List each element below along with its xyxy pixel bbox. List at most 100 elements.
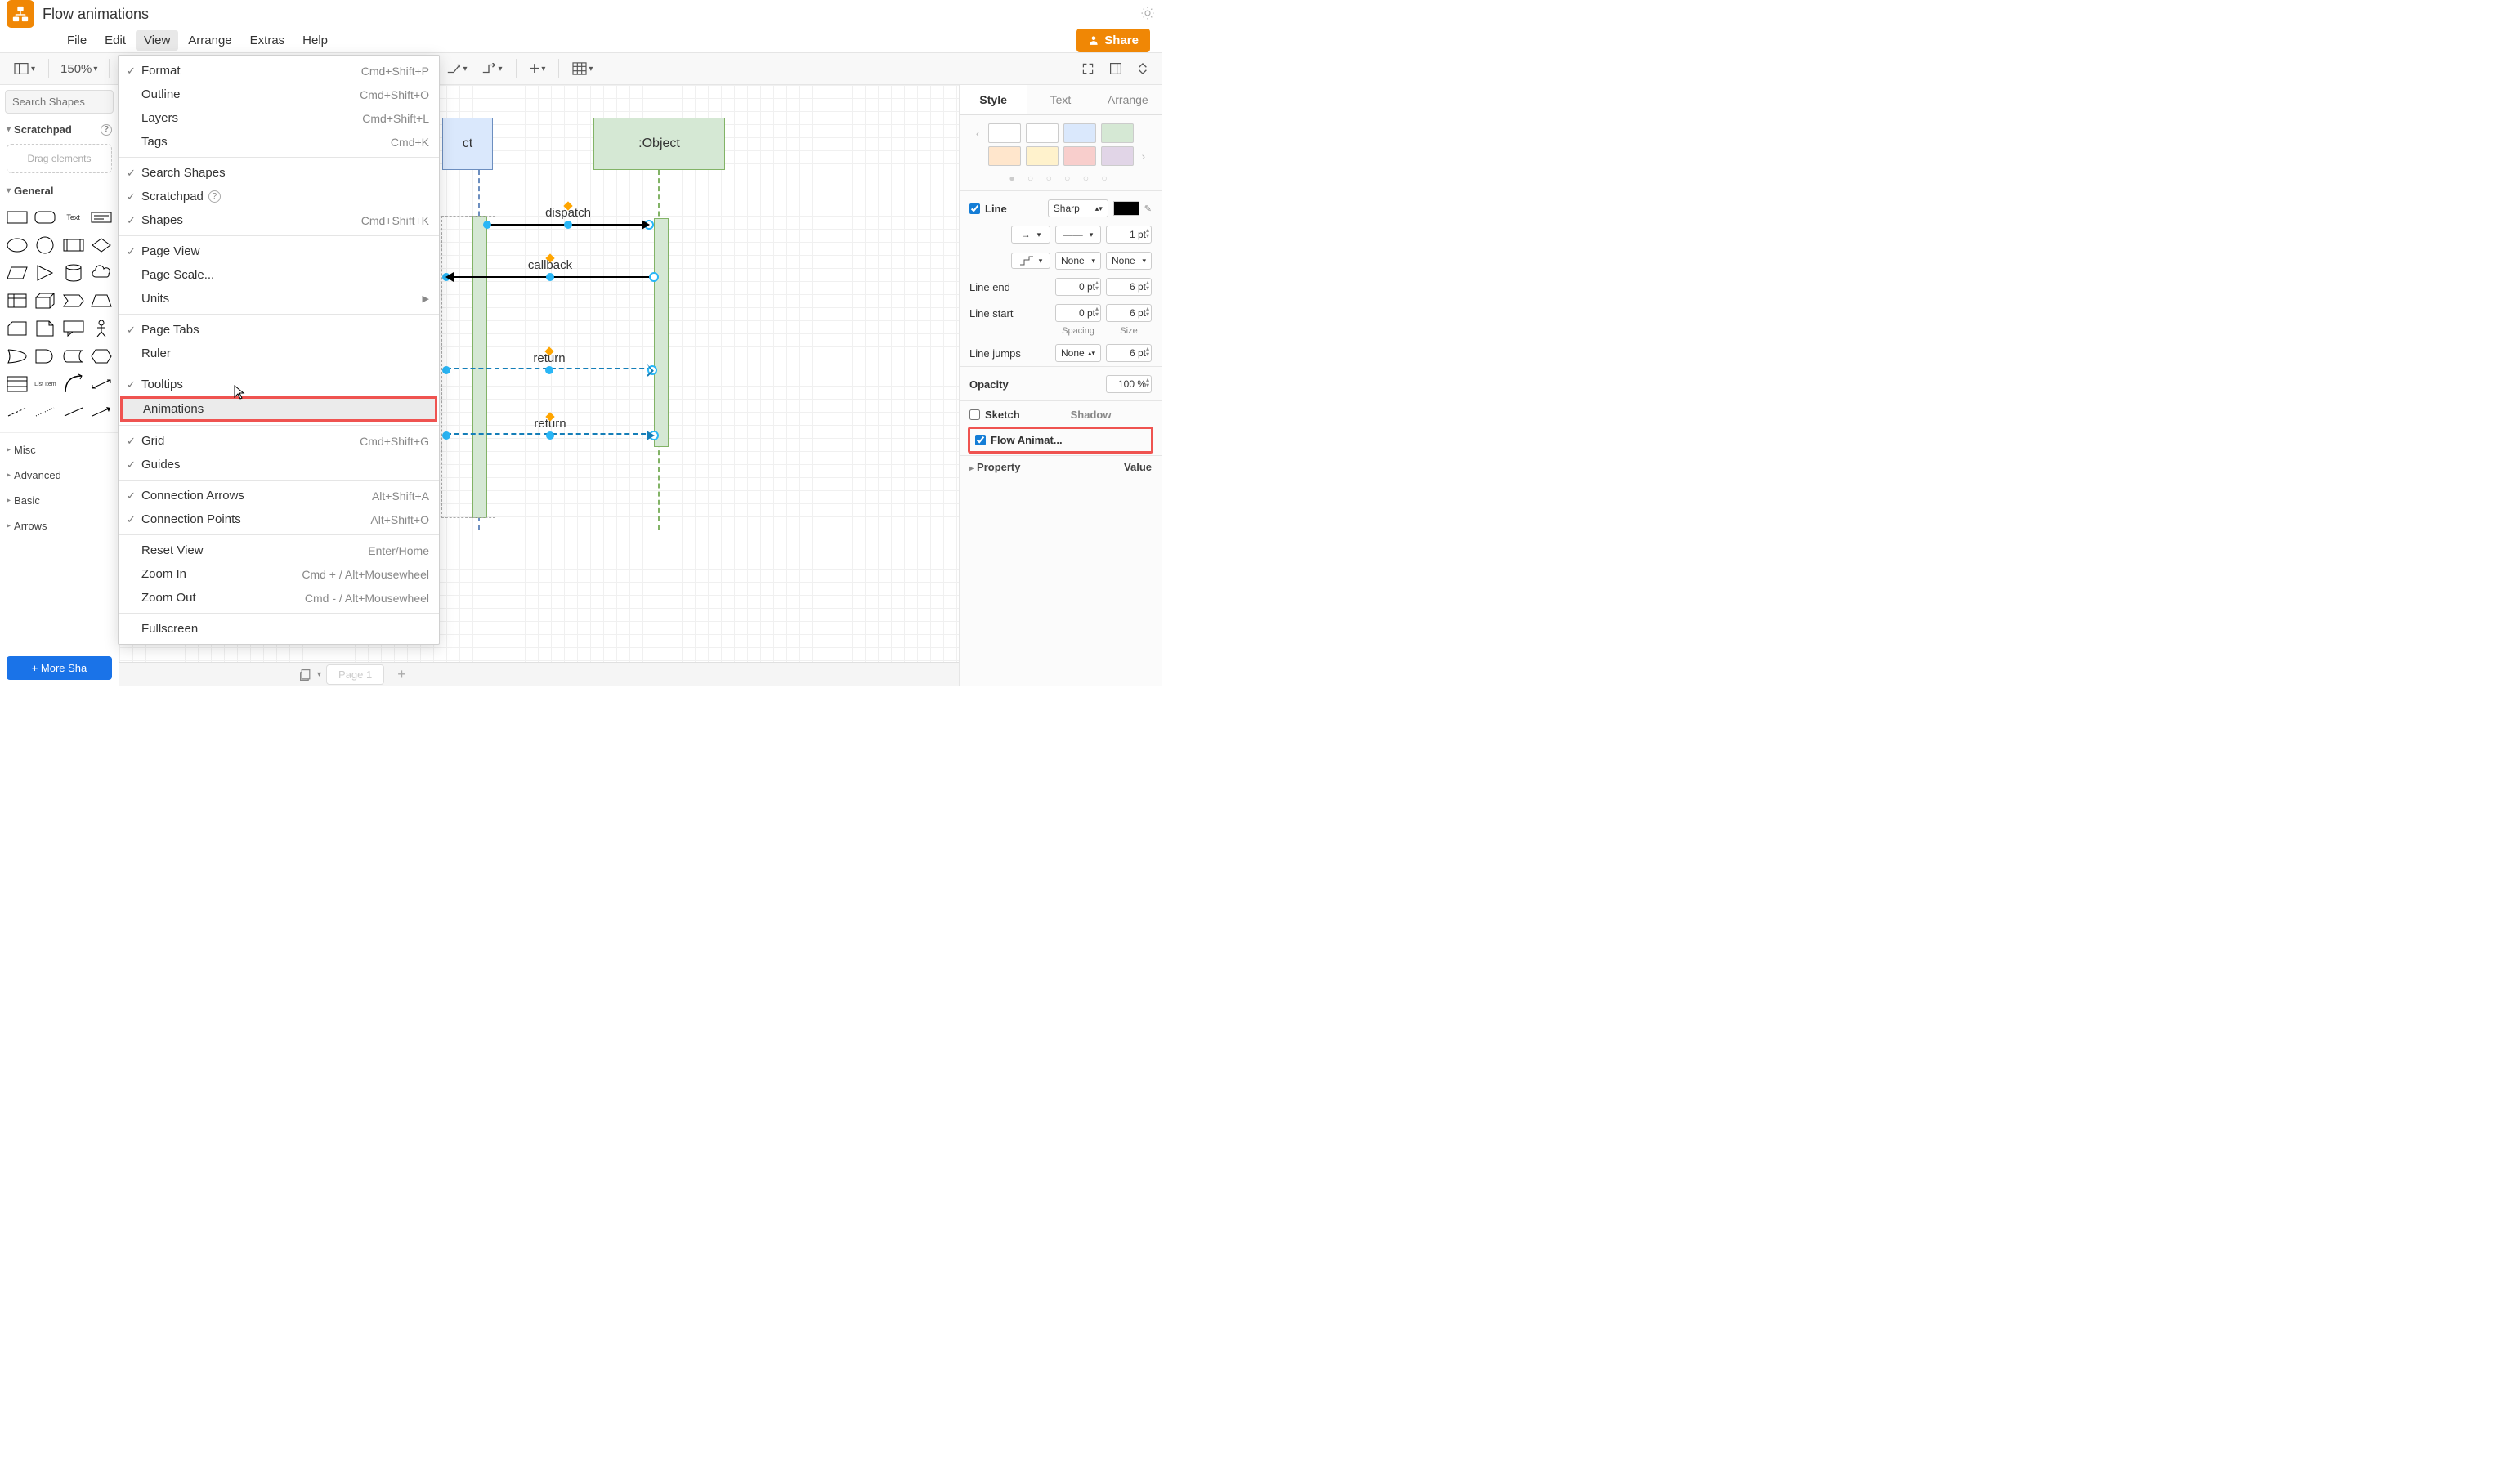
menu-item-connection-arrows[interactable]: ✓Connection ArrowsAlt+Shift+A bbox=[119, 484, 439, 507]
swatch[interactable] bbox=[1026, 123, 1059, 143]
shape-and[interactable] bbox=[33, 344, 57, 369]
edit-color-icon[interactable]: ✎ bbox=[1144, 203, 1152, 214]
swatch-prev[interactable]: ‹ bbox=[973, 127, 983, 140]
app-logo[interactable] bbox=[7, 0, 34, 28]
sketch-checkbox[interactable] bbox=[969, 409, 980, 420]
menu-help[interactable]: Help bbox=[294, 30, 336, 51]
page-title[interactable]: Flow animations bbox=[43, 6, 149, 23]
lifeline-object[interactable]: :Object bbox=[593, 118, 725, 170]
menu-item-grid[interactable]: ✓GridCmd+Shift+G bbox=[119, 429, 439, 453]
swatch[interactable] bbox=[1063, 123, 1096, 143]
swatch[interactable] bbox=[1101, 146, 1134, 166]
menu-item-page-scale-[interactable]: Page Scale... bbox=[119, 263, 439, 287]
swatch[interactable] bbox=[1063, 146, 1096, 166]
flow-animation-checkbox[interactable] bbox=[975, 435, 986, 445]
shape-bidir[interactable] bbox=[89, 372, 114, 396]
shape-ellipse[interactable] bbox=[5, 233, 29, 257]
shape-actor[interactable] bbox=[89, 316, 114, 341]
menu-item-shapes[interactable]: ✓ShapesCmd+Shift+K bbox=[119, 208, 439, 232]
line-jumps-select[interactable]: None▴▾ bbox=[1055, 344, 1101, 362]
table-button[interactable]: ▾ bbox=[567, 59, 598, 78]
shape-callout[interactable] bbox=[61, 316, 86, 341]
theme-icon[interactable] bbox=[1140, 6, 1155, 23]
line-start-size[interactable]: 6 pt▴▾ bbox=[1106, 304, 1152, 322]
property-header[interactable]: ▸Property Value bbox=[960, 455, 1162, 478]
shape-cylinder[interactable] bbox=[61, 261, 86, 285]
line-checkbox[interactable] bbox=[969, 203, 980, 214]
message-arrow[interactable]: dispatch bbox=[487, 224, 649, 226]
shape-textbox[interactable] bbox=[89, 205, 114, 230]
waypoint-select[interactable]: ▾ bbox=[1011, 253, 1050, 269]
more-shapes-button[interactable]: + More Sha bbox=[7, 656, 112, 680]
shape-curve[interactable] bbox=[61, 372, 86, 396]
shape-arrow[interactable] bbox=[89, 400, 114, 424]
menu-item-scratchpad[interactable]: ✓Scratchpad? bbox=[119, 185, 439, 208]
menu-view[interactable]: View bbox=[136, 30, 178, 51]
general-header[interactable]: ▾General bbox=[0, 180, 119, 202]
view-mode-button[interactable]: ▾ bbox=[8, 59, 40, 78]
opacity-field[interactable]: 100 %▴▾ bbox=[1106, 375, 1152, 393]
shape-trapezoid[interactable] bbox=[89, 288, 114, 313]
line-jumps-size[interactable]: 6 pt▴▾ bbox=[1106, 344, 1152, 362]
line-pattern-select[interactable]: —— ▾ bbox=[1055, 226, 1101, 244]
arrow-start-style[interactable]: None▾ bbox=[1055, 252, 1101, 270]
menu-item-animations[interactable]: Animations bbox=[120, 396, 437, 422]
menu-item-page-view[interactable]: ✓Page View bbox=[119, 239, 439, 263]
menu-item-zoom-in[interactable]: Zoom InCmd + / Alt+Mousewheel bbox=[119, 562, 439, 586]
shape-listitem[interactable]: List Item bbox=[33, 372, 57, 396]
menu-item-units[interactable]: Units▶ bbox=[119, 287, 439, 311]
line-width-field[interactable]: 1 pt▴▾ bbox=[1106, 226, 1152, 244]
cat-advanced[interactable]: ▸Advanced bbox=[0, 463, 119, 488]
connection-style-button[interactable]: ▾ bbox=[441, 60, 472, 78]
menu-item-tooltips[interactable]: ✓Tooltips bbox=[119, 373, 439, 396]
menu-edit[interactable]: Edit bbox=[96, 30, 134, 51]
shape-cube[interactable] bbox=[33, 288, 57, 313]
shape-circle[interactable] bbox=[33, 233, 57, 257]
menu-item-format[interactable]: ✓FormatCmd+Shift+P bbox=[119, 59, 439, 83]
shape-process[interactable] bbox=[61, 233, 86, 257]
insert-button[interactable]: +▾ bbox=[525, 55, 551, 83]
help-icon[interactable]: ? bbox=[101, 124, 112, 136]
menu-item-guides[interactable]: ✓Guides bbox=[119, 453, 439, 476]
swatch[interactable] bbox=[1101, 123, 1134, 143]
shape-line[interactable] bbox=[61, 400, 86, 424]
cat-misc[interactable]: ▸Misc bbox=[0, 437, 119, 463]
pages-icon[interactable] bbox=[299, 668, 312, 682]
shape-hexagon[interactable] bbox=[89, 344, 114, 369]
tab-style[interactable]: Style bbox=[960, 85, 1027, 114]
menu-item-layers[interactable]: LayersCmd+Shift+L bbox=[119, 106, 439, 130]
search-input[interactable] bbox=[5, 90, 114, 114]
shape-list[interactable] bbox=[5, 372, 29, 396]
arrow-end-select[interactable]: → ▾ bbox=[1011, 226, 1050, 244]
shape-dashed[interactable] bbox=[5, 400, 29, 424]
shape-datastore[interactable] bbox=[61, 344, 86, 369]
lifeline-object[interactable]: ct bbox=[442, 118, 493, 170]
shape-card[interactable] bbox=[5, 316, 29, 341]
shape-diamond[interactable] bbox=[89, 233, 114, 257]
swatch[interactable] bbox=[988, 146, 1021, 166]
shape-rect[interactable] bbox=[5, 205, 29, 230]
tab-text[interactable]: Text bbox=[1027, 85, 1094, 114]
line-end-size[interactable]: 6 pt▴▾ bbox=[1106, 278, 1152, 296]
add-page-button[interactable]: + bbox=[389, 666, 414, 683]
cat-basic[interactable]: ▸Basic bbox=[0, 488, 119, 513]
scratchpad-header[interactable]: ▾Scratchpad ? bbox=[0, 118, 119, 141]
arrow-end-style[interactable]: None▾ bbox=[1106, 252, 1152, 270]
shape-internal[interactable] bbox=[5, 288, 29, 313]
zoom-level[interactable]: 150% ▾ bbox=[57, 62, 101, 76]
menu-extras[interactable]: Extras bbox=[242, 30, 293, 51]
swatch-pager[interactable]: ● ○ ○ ○ ○ ○ bbox=[960, 169, 1162, 190]
shape-dotted[interactable] bbox=[33, 400, 57, 424]
menu-item-connection-points[interactable]: ✓Connection PointsAlt+Shift+O bbox=[119, 507, 439, 531]
waypoint-button[interactable]: ▾ bbox=[477, 60, 507, 78]
menu-item-outline[interactable]: OutlineCmd+Shift+O bbox=[119, 83, 439, 106]
tab-arrange[interactable]: Arrange bbox=[1094, 85, 1162, 114]
menu-file[interactable]: File bbox=[59, 30, 95, 51]
collapse-icon[interactable] bbox=[1132, 59, 1153, 78]
scratchpad-drop[interactable]: Drag elements bbox=[7, 144, 112, 173]
swatch[interactable] bbox=[988, 123, 1021, 143]
menu-item-ruler[interactable]: Ruler bbox=[119, 342, 439, 365]
cat-arrows[interactable]: ▸Arrows bbox=[0, 513, 119, 539]
line-color[interactable] bbox=[1113, 201, 1139, 216]
line-style-select[interactable]: Sharp▴▾ bbox=[1048, 199, 1108, 217]
